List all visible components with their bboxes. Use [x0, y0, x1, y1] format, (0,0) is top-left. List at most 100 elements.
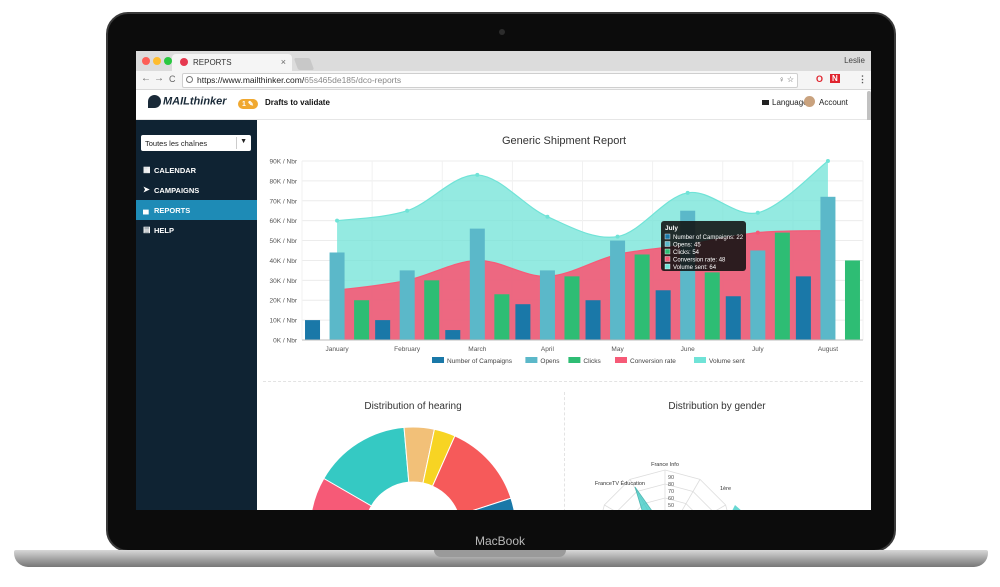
sidebar-item-label: HELP [154, 226, 175, 235]
x-tick-label: May [611, 346, 624, 353]
main-content: Generic Shipment Report 0K / Nbr 10K / Nb… [257, 120, 871, 510]
info-icon[interactable] [186, 76, 193, 83]
bar-number-of-campaigns [655, 290, 671, 340]
close-window-icon[interactable] [142, 57, 150, 65]
tooltip-box [661, 221, 746, 271]
legend-label: Number of Campaigns [447, 358, 513, 365]
bar-number-of-campaigns [585, 300, 601, 340]
drafts-badge[interactable]: 1 ✎ [238, 99, 258, 109]
new-tab-button[interactable] [293, 58, 315, 70]
logo-icon [148, 95, 161, 108]
drafts-link[interactable]: Drafts to validate [265, 98, 330, 107]
bar-clicks [354, 300, 370, 340]
send-icon: ➤ [143, 185, 150, 194]
x-tick-label: July [752, 346, 764, 353]
page-scrollbar[interactable] [867, 91, 871, 129]
legend-swatch [568, 357, 581, 363]
sidebar-item-label: CAMPAIGNS [154, 186, 200, 195]
tooltip-swatch [664, 256, 671, 262]
account-menu[interactable]: Account [804, 96, 848, 107]
bar-opens [329, 252, 345, 340]
x-tick-label: March [468, 346, 486, 353]
data-point [825, 159, 830, 163]
browser-toolbar: ← → C https://www.mailthinker.com/65s465… [136, 71, 871, 90]
tab-title: REPORTS [193, 58, 232, 67]
bar-clicks [494, 294, 510, 340]
radar-tick-label: 80 [668, 482, 674, 488]
tooltip-swatch [664, 248, 671, 255]
browser-user[interactable]: Leslie [844, 56, 865, 65]
device-brand: MacBook [474, 534, 526, 548]
data-point [475, 172, 480, 177]
opera-extension-icon[interactable]: O [816, 74, 824, 84]
data-point [755, 210, 760, 215]
radar-spoke [681, 479, 701, 510]
n-extension-icon[interactable]: N [830, 74, 840, 83]
tooltip-title: July [665, 225, 678, 232]
bar-number-of-campaigns [445, 330, 461, 340]
url-host: https://www.mailthinker.com/ [197, 75, 305, 85]
bar-opens [610, 240, 626, 340]
legend-label: Clicks [583, 358, 601, 365]
hearing-chart-title: Distribution of hearing [364, 401, 462, 412]
radar-series-area [634, 486, 652, 510]
maximize-window-icon[interactable] [164, 57, 172, 65]
reload-button[interactable]: C [169, 74, 176, 84]
x-tick-label: April [541, 346, 555, 353]
bar-opens [820, 196, 836, 340]
bar-opens [399, 270, 415, 340]
browser-tab[interactable]: REPORTS × [172, 54, 292, 71]
language-menu[interactable]: Language [762, 98, 808, 107]
x-tick-label: June [681, 346, 695, 353]
omnibox-icons[interactable]: ♀ ☆ [778, 75, 794, 84]
app-logo[interactable]: MAILthinker [148, 95, 227, 108]
y-tick-label: 0K / Nbr [273, 338, 298, 345]
bar-opens [469, 228, 485, 340]
data-point [685, 190, 690, 195]
hearing-chart [311, 426, 515, 510]
sidebar-item-label: CALENDAR [154, 166, 197, 175]
laptop-notch [434, 550, 566, 557]
sidebar-item-label: REPORTS [154, 206, 191, 215]
back-button[interactable]: ← [141, 73, 151, 84]
favicon-icon [180, 58, 188, 66]
tab-close-button[interactable]: × [280, 57, 286, 67]
y-tick-label: 80K / Nbr [270, 178, 298, 185]
sidebar-item-help[interactable]: ▤ HELP [136, 220, 257, 240]
sidebar-item-campaigns[interactable]: ➤ CAMPAIGNS [136, 180, 257, 200]
tooltip-line: Number of Campaigns: 22 [673, 235, 744, 241]
tooltip-line: Volume sent: 64 [673, 265, 717, 271]
bar-chart-icon: ▄ [143, 205, 149, 214]
donut-slice [311, 477, 373, 510]
x-tick-label: February [394, 346, 421, 353]
donut-slice [472, 497, 515, 510]
logo-text: MAILthinker [163, 95, 227, 108]
browser-tabbar: REPORTS × Leslie [136, 51, 871, 71]
bar-number-of-campaigns [375, 320, 391, 340]
avatar [804, 96, 815, 107]
tooltip-line: Opens: 45 [673, 243, 701, 249]
legend-swatch [432, 357, 444, 363]
y-tick-label: 60K / Nbr [270, 218, 298, 225]
laptop-base [14, 550, 988, 567]
browser-menu-button[interactable]: ⋮ [858, 74, 867, 84]
bar-clicks [424, 280, 440, 340]
shipment-chart-title: Generic Shipment Report [501, 135, 627, 147]
channel-select[interactable]: Toutes les chaînes ▼ [141, 135, 251, 151]
radar-tick-label: 50 [668, 503, 674, 509]
sidebar-item-reports[interactable]: ▄ REPORTS [136, 200, 257, 220]
data-point [755, 230, 760, 235]
bar-number-of-campaigns [305, 320, 321, 340]
camera-icon [499, 29, 505, 35]
sidebar-item-calendar[interactable]: ▦ CALENDAR [136, 160, 257, 180]
minimize-window-icon[interactable] [153, 57, 161, 65]
legend-label: Conversion rate [630, 358, 676, 365]
address-bar[interactable]: https://www.mailthinker.com/65s465de185/… [182, 73, 798, 88]
account-label: Account [819, 98, 848, 107]
screen: REPORTS × Leslie ← → C https://www.mailt… [136, 51, 871, 510]
bar-number-of-campaigns [515, 304, 531, 340]
forward-button[interactable]: → [154, 73, 164, 84]
url-path: 65s465de185/dco-reports [304, 75, 402, 85]
radar-axis-label: FranceTV Éducation [595, 480, 645, 487]
legend-label: Opens [540, 358, 560, 365]
